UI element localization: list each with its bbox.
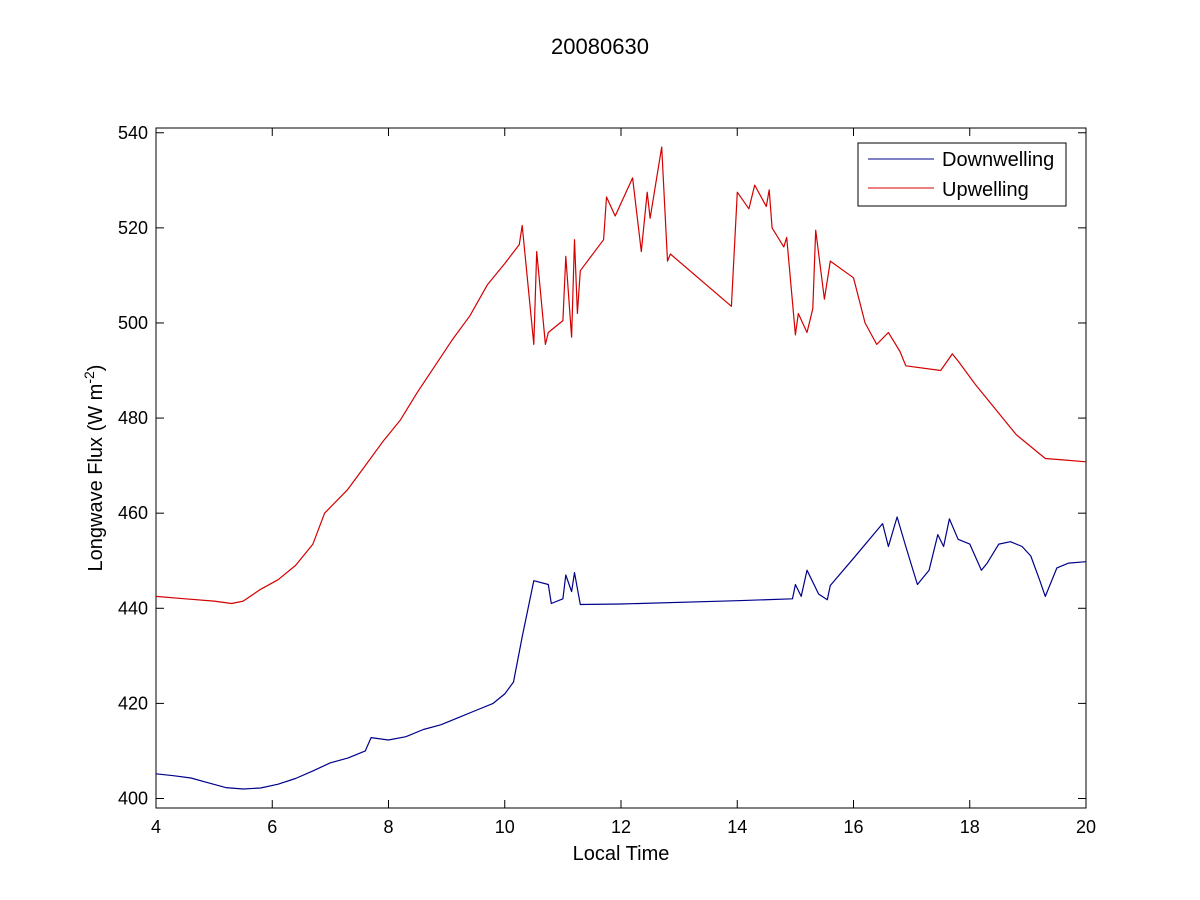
legend-box bbox=[857, 142, 1067, 207]
legend-label-upwelling: Upwelling bbox=[942, 179, 1029, 201]
y-tick-label: 420 bbox=[118, 693, 148, 713]
x-tick-label: 4 bbox=[151, 817, 161, 837]
y-tick-label: 480 bbox=[118, 408, 148, 428]
y-axis-label-suffix: ) bbox=[85, 365, 107, 372]
x-tick-label: 20 bbox=[1076, 817, 1096, 837]
series-layer bbox=[155, 146, 1087, 790]
chart-title: 20080630 bbox=[551, 34, 649, 59]
x-tick-label: 12 bbox=[611, 817, 631, 837]
series-line-downwelling bbox=[155, 516, 1087, 790]
x-tick-label: 6 bbox=[267, 817, 277, 837]
x-tick-label: 8 bbox=[383, 817, 393, 837]
y-tick-label: 500 bbox=[118, 313, 148, 333]
x-axis-label: Local Time bbox=[573, 843, 670, 865]
plot-area bbox=[155, 127, 1087, 809]
x-axis: 4 6 8 10 12 14 16 18 20 bbox=[151, 128, 1096, 837]
y-tick-label: 400 bbox=[118, 788, 148, 808]
legend-label-downwelling: Downwelling bbox=[942, 149, 1054, 171]
y-axis-label-prefix: Longwave Flux (W m bbox=[85, 384, 107, 572]
x-tick-label: 16 bbox=[843, 817, 863, 837]
x-tick-label: 18 bbox=[960, 817, 980, 837]
y-axis: 400 420 440 460 480 500 520 540 bbox=[118, 123, 1086, 808]
y-axis-label: Longwave Flux (W m-2) bbox=[81, 365, 107, 572]
series-line-upwelling bbox=[155, 146, 1087, 605]
legend: Downwelling Upwelling bbox=[857, 142, 1067, 207]
y-tick-label: 460 bbox=[118, 503, 148, 523]
y-tick-label: 440 bbox=[118, 598, 148, 618]
y-tick-label: 540 bbox=[118, 123, 148, 143]
x-tick-label: 10 bbox=[495, 817, 515, 837]
y-axis-label-superscript: -2 bbox=[81, 371, 97, 384]
x-tick-label: 14 bbox=[727, 817, 747, 837]
y-tick-label: 520 bbox=[118, 218, 148, 238]
